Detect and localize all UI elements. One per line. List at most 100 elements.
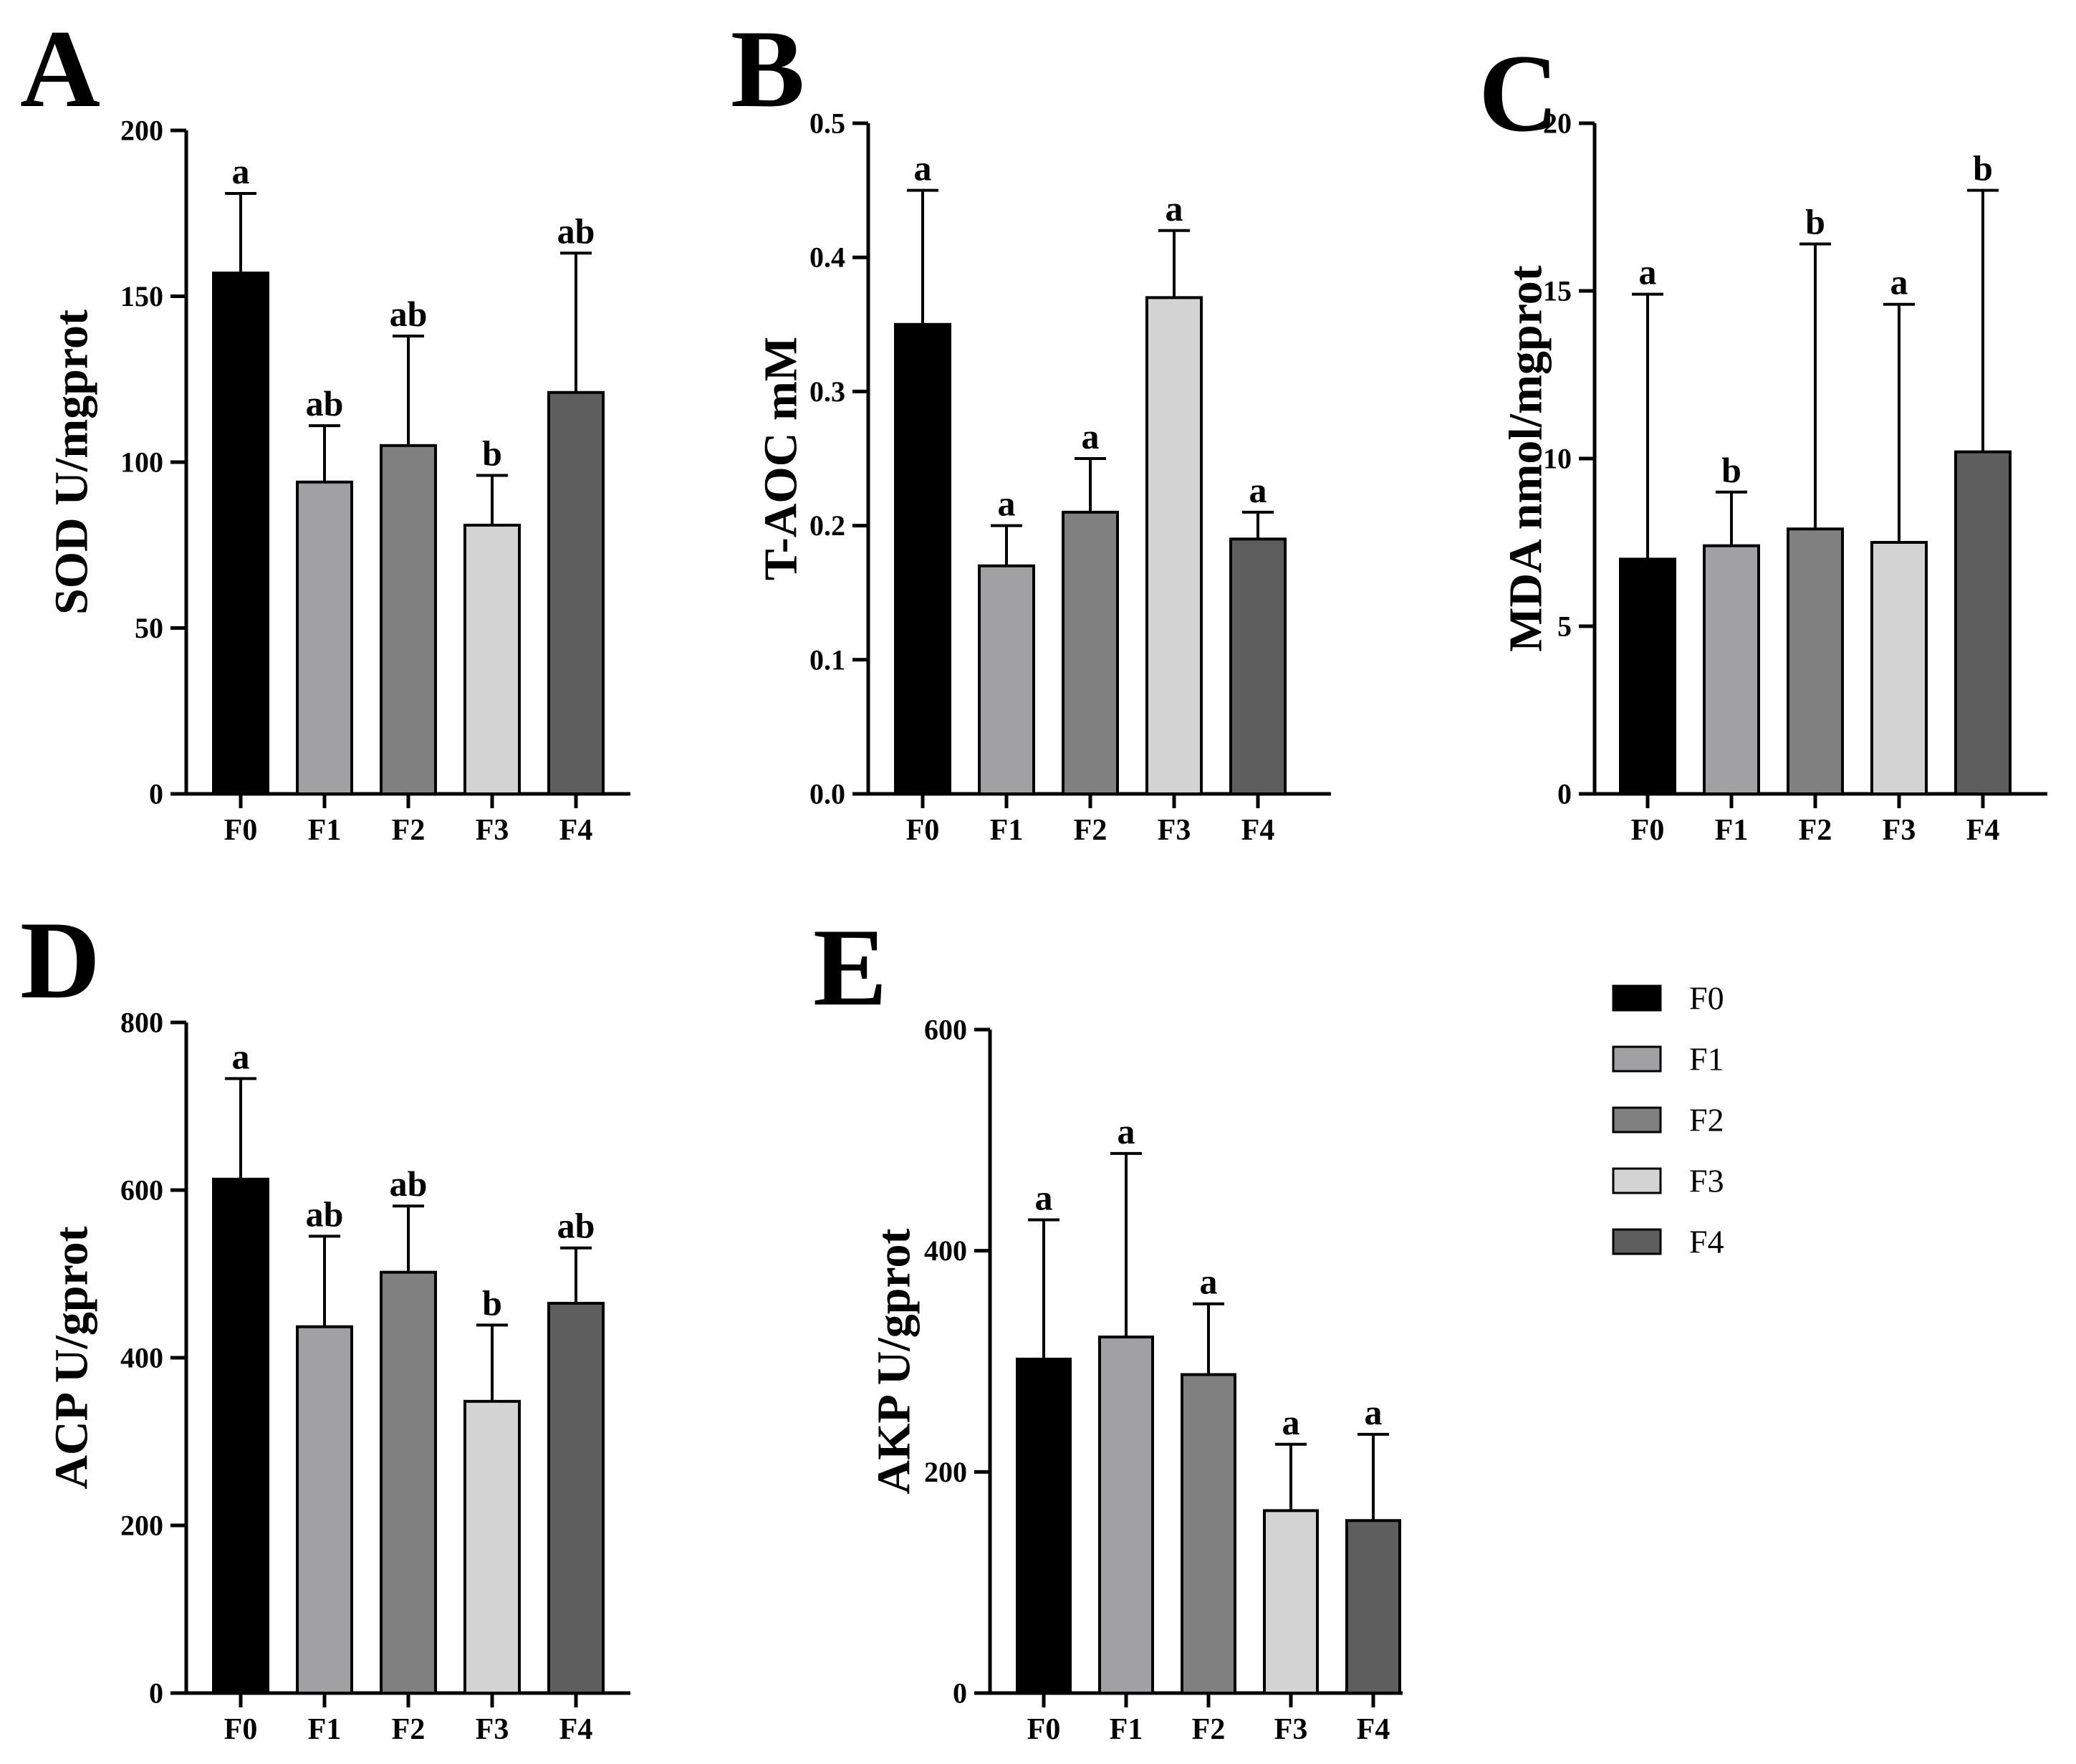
significance-label: b <box>1973 148 1993 188</box>
y-axis-label: MDA nmol/mgprot <box>1500 265 1552 652</box>
bar-f1 <box>296 1325 353 1695</box>
legend-label-f4: F4 <box>1689 1224 1724 1260</box>
legend-swatch-f3 <box>1612 1167 1662 1194</box>
legend-label-f1: F1 <box>1689 1041 1724 1078</box>
bar-f3 <box>1145 296 1203 795</box>
significance-label: a <box>1166 188 1183 229</box>
y-tick-label: 20 <box>1543 107 1572 140</box>
panel-D: D ACP U/gprot 0 200 400 600 800 F0 a F1 ab F2 ab F3 b F… <box>20 898 630 1746</box>
y-tick-label: 0 <box>149 778 163 810</box>
y-axis-label: SOD U/mgprot <box>46 310 98 615</box>
x-tick-label: F4 <box>1241 814 1275 847</box>
panel-letter: C <box>1479 32 1559 155</box>
y-tick-label: 400 <box>924 1235 967 1267</box>
y-tick-label: 5 <box>1557 610 1572 643</box>
bar-f4 <box>547 390 605 795</box>
panel-A: A SOD U/mgprot 0 50 100 150 200 F0 a F1 ab F2 ab F3 b F… <box>20 7 630 847</box>
significance-label: a <box>1282 1402 1300 1442</box>
x-tick-label: F1 <box>1715 814 1749 847</box>
significance-label: a <box>1082 416 1100 456</box>
y-tick-label: 400 <box>120 1342 163 1374</box>
legend-label-f0: F0 <box>1689 980 1724 1017</box>
y-axis-label: AKP U/gprot <box>868 1229 921 1495</box>
significance-label: a <box>1249 470 1267 510</box>
panel-letter: A <box>20 7 100 130</box>
y-tick-label: 800 <box>120 1007 163 1039</box>
y-axis-label: T-AOC mM <box>755 337 807 580</box>
y-tick-label: 0 <box>953 1677 967 1710</box>
legend-swatch-f1 <box>1612 1045 1662 1073</box>
bar-f0 <box>894 322 951 795</box>
bar-f0 <box>212 272 269 795</box>
panel-letter: E <box>813 906 887 1029</box>
legend-label-f3: F3 <box>1689 1163 1724 1199</box>
bar-f2 <box>1787 527 1844 796</box>
bar-f1 <box>1703 544 1760 795</box>
y-tick-label: 0 <box>149 1677 163 1710</box>
bar-f0 <box>212 1177 269 1695</box>
bar-f1 <box>1098 1336 1154 1695</box>
significance-label: a <box>1035 1177 1053 1217</box>
panel-letter: D <box>20 898 100 1022</box>
y-axis-label: ACP U/gprot <box>46 1226 98 1489</box>
significance-label: a <box>1639 252 1657 292</box>
legend-swatch-f2 <box>1612 1106 1662 1133</box>
y-tick-label: 0 <box>1557 778 1572 810</box>
bar-f3 <box>463 523 521 795</box>
bar-f4 <box>547 1301 605 1695</box>
x-tick-label: F0 <box>224 814 258 847</box>
x-tick-label: F2 <box>1799 814 1832 847</box>
significance-label: ab <box>390 1164 428 1204</box>
bar-f0 <box>1016 1357 1072 1695</box>
y-tick-label: 150 <box>120 280 163 312</box>
x-tick-label: F3 <box>1158 814 1191 847</box>
y-tick-label: 0.4 <box>809 241 845 274</box>
y-tick-label: 600 <box>924 1014 967 1046</box>
x-tick-label: F1 <box>1110 1713 1143 1746</box>
significance-label: a <box>1890 262 1908 302</box>
panel-B: B T-AOC mM 0.0 0.1 0.2 0.3 0.4 0.5 F0 a F1 a F2 a F3 a F… <box>731 7 1331 847</box>
bar-f3 <box>1263 1509 1319 1695</box>
x-tick-label: F3 <box>476 814 509 847</box>
x-tick-label: F2 <box>392 814 426 847</box>
x-tick-label: F2 <box>392 1713 426 1746</box>
y-tick-label: 200 <box>924 1456 967 1488</box>
significance-label: b <box>482 433 502 474</box>
x-tick-label: F0 <box>224 1713 258 1746</box>
y-tick-label: 200 <box>120 115 163 147</box>
x-tick-label: F1 <box>308 814 342 847</box>
x-tick-label: F0 <box>1027 1713 1061 1746</box>
panel-C: C MDA nmol/mgprot 0 5 10 15 20 F0 a F1 b F2 b F3 a F4 b <box>1479 32 2047 847</box>
x-tick-label: F4 <box>1357 1713 1390 1746</box>
legend-swatch-f4 <box>1612 1228 1662 1255</box>
significance-label: a <box>998 484 1016 524</box>
bar-f2 <box>380 444 437 795</box>
x-tick-label: F3 <box>1883 814 1916 847</box>
bar-f3 <box>1870 541 1928 795</box>
x-tick-label: F4 <box>1966 814 2000 847</box>
x-tick-label: F1 <box>990 814 1024 847</box>
y-tick-label: 200 <box>120 1510 163 1542</box>
y-tick-label: 0.2 <box>809 509 845 542</box>
bar-f2 <box>1062 510 1119 795</box>
significance-label: b <box>1805 201 1825 241</box>
x-tick-label: F4 <box>559 814 593 847</box>
significance-label: ab <box>557 1206 595 1246</box>
x-tick-label: F3 <box>1274 1713 1308 1746</box>
significance-label: b <box>482 1283 502 1323</box>
legend-label-f2: F2 <box>1689 1102 1724 1139</box>
x-tick-label: F2 <box>1074 814 1107 847</box>
bar-f4 <box>1345 1519 1401 1695</box>
bar-f1 <box>296 480 353 796</box>
significance-label: a <box>1118 1111 1135 1151</box>
y-tick-label: 0.1 <box>809 643 845 676</box>
significance-label: ab <box>390 294 428 334</box>
x-tick-label: F1 <box>308 1713 342 1746</box>
significance-label: a <box>1365 1392 1383 1432</box>
x-tick-label: F0 <box>906 814 940 847</box>
y-tick-label: 50 <box>135 612 163 644</box>
legend: F0 F1 F2 F3 F4 <box>1612 980 1724 1260</box>
significance-label: ab <box>557 211 595 251</box>
